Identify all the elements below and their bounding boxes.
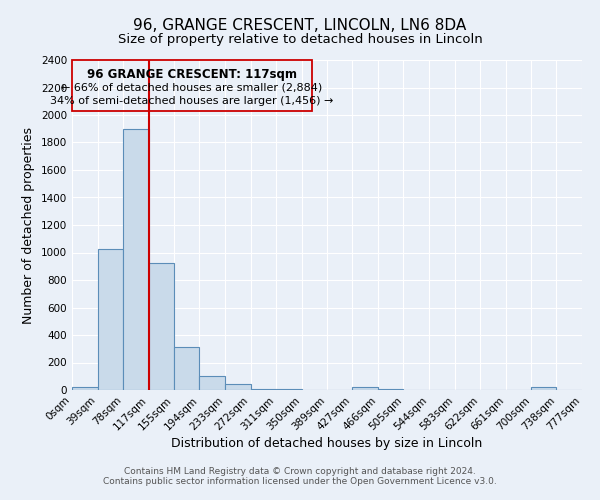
X-axis label: Distribution of detached houses by size in Lincoln: Distribution of detached houses by size … <box>172 438 482 450</box>
Bar <box>98 249 123 390</box>
Y-axis label: Number of detached properties: Number of detached properties <box>22 126 35 324</box>
Text: 96 GRANGE CRESCENT: 117sqm: 96 GRANGE CRESCENT: 117sqm <box>87 68 297 81</box>
Text: ← 66% of detached houses are smaller (2,884): ← 66% of detached houses are smaller (2,… <box>61 82 322 92</box>
Bar <box>352 387 378 390</box>
Bar <box>123 128 149 390</box>
Bar <box>225 384 251 390</box>
Text: Contains public sector information licensed under the Open Government Licence v3: Contains public sector information licen… <box>103 477 497 486</box>
Text: 96, GRANGE CRESCENT, LINCOLN, LN6 8DA: 96, GRANGE CRESCENT, LINCOLN, LN6 8DA <box>133 18 467 32</box>
Bar <box>199 376 225 390</box>
Text: Size of property relative to detached houses in Lincoln: Size of property relative to detached ho… <box>118 32 482 46</box>
Bar <box>72 387 98 390</box>
Bar <box>174 346 199 390</box>
Text: 34% of semi-detached houses are larger (1,456) →: 34% of semi-detached houses are larger (… <box>50 96 334 106</box>
Bar <box>149 263 174 390</box>
Bar <box>532 387 556 390</box>
Text: Contains HM Land Registry data © Crown copyright and database right 2024.: Contains HM Land Registry data © Crown c… <box>124 467 476 476</box>
